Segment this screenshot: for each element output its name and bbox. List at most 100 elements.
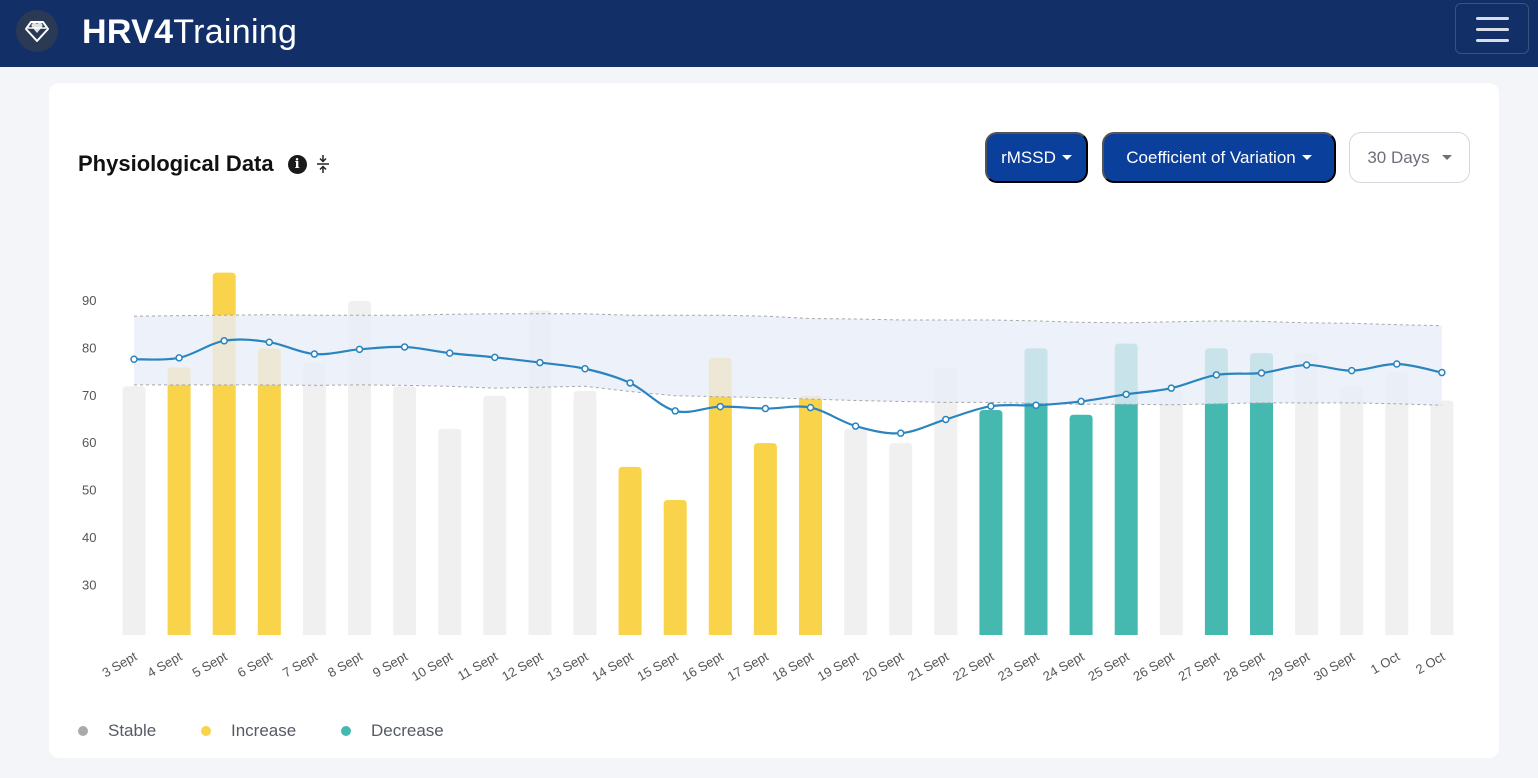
line-point-21-sept [942, 415, 950, 424]
y-tick-80: 80 [82, 340, 96, 355]
y-tick-70: 70 [82, 388, 96, 403]
hamburger-icon-middle [1476, 28, 1509, 31]
metric-dropdown-button[interactable]: rMSSD [985, 132, 1088, 183]
line-point-25-sept [1122, 390, 1130, 399]
chart-bar-23-sept [1024, 348, 1048, 635]
x-tick-24-sept: 24 Sept [1040, 648, 1087, 684]
legend-dot-increase [201, 726, 211, 736]
x-tick-4-sept: 4 Sept [145, 648, 185, 680]
chart-bar-7-sept [302, 362, 326, 635]
line-point-26-sept [1167, 384, 1176, 392]
normal-range-band [134, 313, 1442, 406]
y-tick-90: 90 [82, 293, 96, 308]
chart-bar-25-sept [1114, 343, 1138, 635]
legend-item-decrease[interactable]: Decrease [341, 721, 444, 741]
x-tick-16-sept: 16 Sept [679, 648, 726, 684]
caret-down-icon [1061, 155, 1072, 160]
x-tick-5-sept: 5 Sept [190, 648, 230, 680]
caret-down-icon [1301, 155, 1312, 160]
chart-bar-14-sept [618, 466, 642, 635]
line-point-10-sept [445, 349, 454, 357]
x-tick-9-sept: 9 Sept [370, 648, 410, 680]
x-tick-21-sept: 21 Sept [905, 648, 952, 684]
chart-bar-30-sept [1340, 386, 1364, 635]
x-tick-30-sept: 30 Sept [1311, 648, 1358, 684]
legend-dot-decrease [341, 726, 351, 736]
legend-label-decrease: Decrease [371, 721, 444, 740]
normal-range-upper-line [133, 313, 1442, 327]
x-tick-6-sept: 6 Sept [235, 648, 275, 680]
card-header: Physiological Data i [78, 151, 331, 177]
chart-bar-3-sept [122, 386, 146, 635]
line-point-12-sept [536, 358, 544, 367]
logo-badge[interactable] [16, 10, 58, 52]
menu-toggle-button[interactable] [1455, 3, 1529, 54]
chart-bar-27-sept [1204, 348, 1228, 635]
chart-bar-15-sept [663, 499, 687, 635]
chart-bar-26-sept [1159, 391, 1183, 635]
legend-label-stable: Stable [108, 721, 157, 740]
x-tick-19-sept: 19 Sept [815, 648, 862, 684]
x-tick-12-sept: 12 Sept [499, 648, 546, 684]
x-tick-3-sept: 3 Sept [99, 648, 139, 680]
x-tick-14-sept: 14 Sept [589, 648, 636, 684]
line-point-13-sept [581, 364, 589, 373]
rmssd-chart: 30 40 50 60 70 80 90 3 Sept 4 Sept 5 Sept 6 Sept 7 … [82, 272, 1454, 684]
chart-bar-9-sept [393, 386, 417, 635]
x-tick-20-sept: 20 Sept [860, 648, 907, 684]
chart-bar-13-sept [573, 391, 597, 635]
normal-range-lower-line [134, 384, 1442, 406]
x-tick-25-sept: 25 Sept [1085, 648, 1132, 684]
heart-diamond-icon [25, 21, 49, 42]
line-point-5-sept [220, 337, 228, 345]
navbar: HRV4Training [0, 0, 1538, 67]
x-tick-18-sept: 18 Sept [770, 648, 817, 684]
line-point-24-sept [1077, 397, 1085, 406]
brand-logo[interactable]: HRV4Training [82, 11, 297, 53]
variation-dropdown-label: Coefficient of Variation [1126, 147, 1296, 167]
legend-dot-stable [78, 726, 88, 736]
chart-bar-4-sept [167, 367, 191, 635]
line-point-8-sept [355, 345, 364, 354]
hamburger-icon-bottom [1476, 39, 1509, 42]
range-dropdown-button[interactable]: 30 Days [1349, 132, 1470, 183]
chart-bar-10-sept [438, 428, 462, 635]
line-point-23-sept [1032, 401, 1040, 409]
chart-bar-2-oct [1430, 400, 1454, 635]
line-point-19-sept [851, 422, 860, 430]
physiological-data-card: Physiological Data i rMSSD Coefficient o… [49, 83, 1499, 758]
x-tick-8-sept: 8 Sept [325, 648, 365, 680]
info-icon[interactable]: i [287, 154, 307, 174]
collapse-icon[interactable] [315, 154, 331, 174]
line-point-20-sept [896, 429, 905, 437]
line-point-6-sept [265, 338, 274, 346]
line-point-17-sept [761, 404, 770, 413]
chart-bar-11-sept [483, 395, 507, 635]
y-tick-60: 60 [82, 435, 96, 450]
hamburger-icon [1476, 17, 1509, 20]
chart-bar-16-sept [708, 357, 732, 635]
line-point-15-sept [671, 407, 679, 415]
line-point-29-sept [1302, 361, 1311, 369]
x-tick-22-sept: 22 Sept [950, 648, 997, 684]
card-title: Physiological Data [78, 151, 274, 176]
legend-item-stable[interactable]: Stable [78, 721, 156, 741]
legend-label-increase: Increase [231, 721, 297, 740]
brand-light: Training [173, 13, 298, 51]
chart-bar-24-sept [1069, 414, 1093, 635]
line-point-27-sept [1212, 371, 1221, 379]
x-tick-26-sept: 26 Sept [1130, 648, 1177, 684]
x-tick-28-sept: 28 Sept [1221, 648, 1268, 684]
range-dropdown-label: 30 Days [1367, 147, 1430, 167]
chart-bar-18-sept [799, 395, 822, 635]
line-point-30-sept [1347, 366, 1356, 375]
x-tick-2-oct: 2 Oct [1413, 648, 1448, 677]
line-point-2-oct [1438, 368, 1446, 377]
x-tick-1-oct: 1 Oct [1368, 648, 1403, 677]
legend-item-increase[interactable]: Increase [201, 721, 296, 741]
brand-bold: HRV4 [82, 13, 174, 51]
x-tick-11-sept: 11 Sept [455, 648, 501, 683]
variation-dropdown-button[interactable]: Coefficient of Variation [1102, 132, 1336, 183]
line-point-18-sept [806, 403, 815, 412]
x-tick-27-sept: 27 Sept [1176, 648, 1223, 684]
